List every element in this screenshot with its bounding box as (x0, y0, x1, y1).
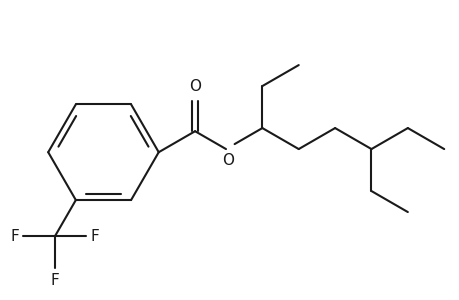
Text: O: O (222, 154, 234, 169)
Text: F: F (90, 229, 99, 244)
Text: F: F (10, 229, 19, 244)
Text: F: F (50, 273, 59, 288)
Text: O: O (189, 79, 201, 94)
